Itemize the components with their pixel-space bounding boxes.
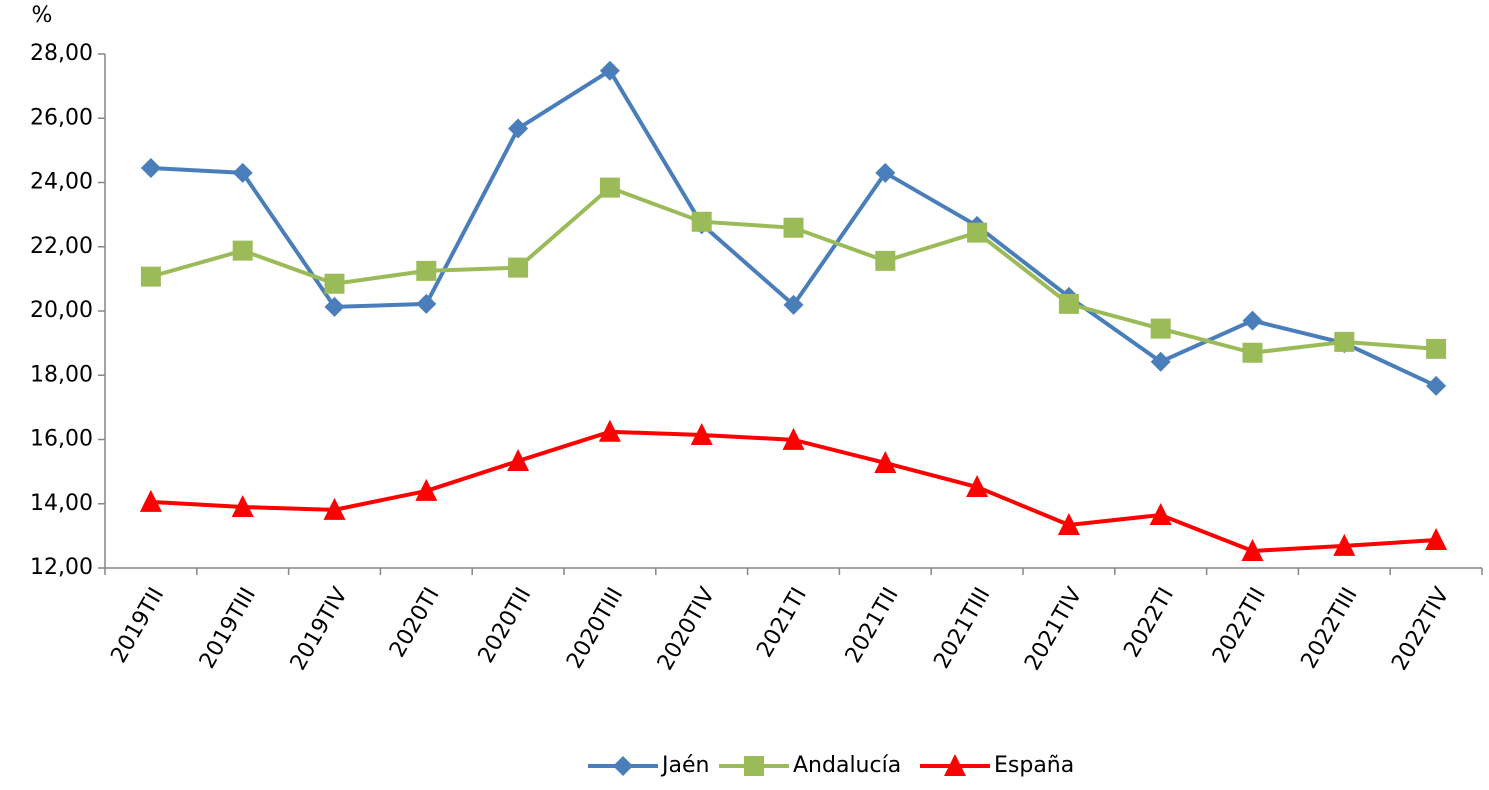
y-tick-label: 14,00	[30, 491, 93, 516]
legend-label: Jaén	[660, 753, 709, 778]
y-axis-label: %	[32, 3, 53, 28]
data-point	[1334, 331, 1355, 352]
x-tick-label: 2021TI	[752, 584, 812, 662]
data-point	[874, 450, 897, 473]
data-point	[967, 222, 988, 243]
data-point	[324, 296, 345, 317]
x-tick-label: 2020TIII	[562, 584, 628, 673]
data-point	[1426, 375, 1447, 396]
legend-marker	[613, 756, 633, 776]
legend-label: España	[994, 753, 1074, 778]
y-tick-label: 16,00	[30, 427, 93, 452]
x-tick-label: 2022TIV	[1387, 584, 1454, 675]
data-point	[1150, 318, 1171, 339]
y-tick-label: 24,00	[30, 170, 93, 195]
data-point	[139, 489, 162, 512]
legend-marker	[744, 756, 764, 776]
data-point	[1242, 310, 1263, 331]
x-tick-label: 2021TIII	[929, 584, 995, 673]
data-point	[599, 177, 620, 198]
x-tick-label: 2020TI	[385, 584, 445, 662]
data-point	[1242, 342, 1263, 363]
data-point	[1150, 351, 1171, 372]
series-line	[150, 185, 1437, 355]
data-point	[690, 423, 713, 446]
x-tick-label: 2019TII	[106, 584, 169, 668]
data-point	[691, 211, 712, 232]
data-point	[508, 257, 529, 278]
data-point	[416, 260, 437, 281]
legend-label: Andalucía	[793, 753, 901, 778]
data-point	[231, 494, 254, 517]
x-tick-label: 2022TII	[1208, 584, 1271, 668]
legend-marker	[944, 754, 966, 776]
data-point	[966, 475, 989, 498]
data-point	[783, 217, 804, 238]
data-point	[598, 419, 621, 442]
data-point	[140, 266, 161, 287]
data-point	[507, 449, 530, 472]
x-tick-label: 2022TIII	[1297, 584, 1363, 673]
y-tick-label: 12,00	[30, 555, 93, 580]
y-tick-label: 26,00	[30, 105, 93, 130]
data-point	[508, 118, 529, 139]
x-tick-label: 2021TII	[841, 584, 904, 668]
data-point	[783, 294, 804, 315]
x-tick-label: 2020TII	[474, 584, 537, 668]
data-point	[1426, 338, 1447, 359]
y-tick-label: 18,00	[30, 362, 93, 387]
data-point	[140, 158, 161, 179]
data-point	[1149, 502, 1172, 525]
data-point	[1425, 528, 1448, 551]
data-point	[782, 427, 805, 450]
x-tick-label: 2021TIV	[1020, 584, 1087, 675]
x-tick-label: 2019TIV	[286, 584, 353, 675]
x-tick-label: 2019TIII	[195, 584, 261, 673]
y-tick-label: 22,00	[30, 234, 93, 259]
data-point	[1333, 533, 1356, 556]
data-point	[416, 293, 437, 314]
data-point	[1241, 538, 1264, 561]
data-point	[323, 497, 346, 520]
x-tick-label: 2022TI	[1119, 584, 1179, 662]
data-point	[1057, 512, 1080, 535]
data-point	[324, 273, 345, 294]
data-point	[415, 478, 438, 501]
data-point	[1058, 293, 1079, 314]
data-point	[232, 240, 253, 261]
data-point	[875, 250, 896, 271]
y-tick-label: 20,00	[30, 298, 93, 323]
data-point	[875, 162, 896, 183]
data-point	[232, 162, 253, 183]
x-tick-label: 2020TIV	[653, 584, 720, 675]
y-tick-label: 28,00	[30, 41, 93, 66]
data-point	[599, 60, 620, 81]
